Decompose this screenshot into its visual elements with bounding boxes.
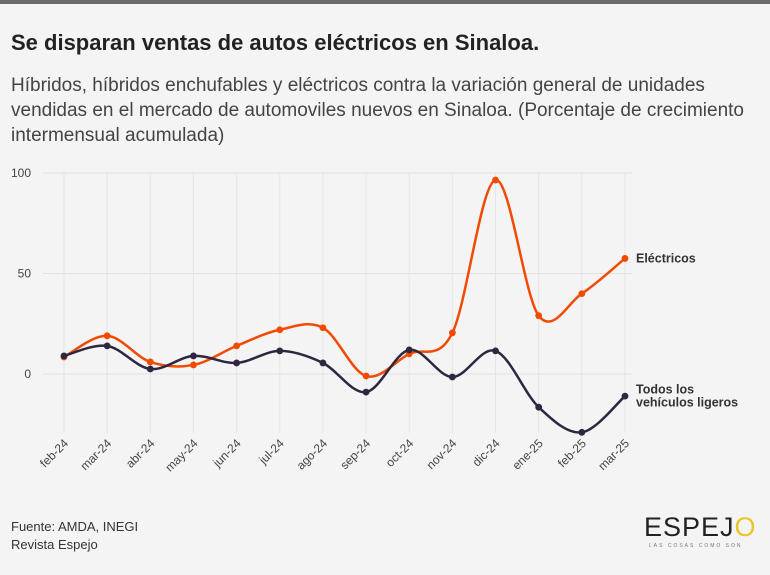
x-axis-ticks: feb-24 mar-24 abr-24 may-24 jun-24 jul-24 ago-…: [37, 436, 632, 474]
data-point: [319, 359, 327, 367]
series-label: Todos los: [636, 383, 694, 397]
x-tick-label: feb-24: [37, 436, 71, 470]
data-point: [103, 342, 111, 350]
data-point: [319, 324, 327, 332]
data-point: [190, 352, 197, 360]
x-tick-label: jun-24: [210, 436, 244, 470]
x-tick-label: jul-24: [256, 436, 288, 468]
chart-title: Se disparan ventas de autos eléctricos e…: [11, 30, 540, 55]
x-tick-label: sep-24: [337, 436, 373, 472]
line-chart: 0 50 100 feb-24 mar-24 abr-24 may-24 jun-24 jul…: [11, 166, 738, 474]
series-line-1: [62, 344, 627, 434]
x-tick-label: may-24: [162, 436, 200, 474]
x-tick-label: ago-24: [294, 436, 331, 473]
data-point: [578, 428, 586, 436]
x-tick-label: abr-24: [123, 436, 158, 471]
y-tick-label: 50: [18, 267, 32, 281]
x-tick-label: mar-24: [77, 436, 114, 473]
footer: Fuente: AMDA, INEGI Revista Espejo: [11, 518, 138, 554]
data-point: [146, 365, 154, 373]
x-tick-label: mar-25: [595, 436, 632, 473]
data-point: [492, 176, 499, 184]
data-point: [362, 372, 370, 380]
series-lines: [62, 178, 627, 434]
data-point: [146, 358, 154, 366]
data-point: [535, 403, 543, 411]
data-point: [448, 329, 456, 337]
source-text: Fuente: AMDA, INEGI: [11, 519, 139, 534]
data-point: [276, 347, 284, 355]
series-label: Eléctricos: [636, 251, 696, 265]
data-point: [405, 346, 413, 354]
espejo-logo: ESPEJO: [644, 512, 757, 542]
data-point: [492, 347, 499, 355]
data-point: [535, 312, 543, 320]
data-point: [621, 392, 629, 400]
series-points: [60, 176, 629, 436]
data-point: [190, 361, 197, 369]
y-tick-label: 100: [11, 166, 31, 180]
y-tick-label: 0: [24, 367, 31, 381]
data-point: [276, 326, 284, 334]
grid-lines: [43, 172, 632, 433]
x-tick-label: dic-24: [470, 436, 503, 469]
x-tick-label: oct-24: [383, 436, 417, 470]
series-label: vehículos ligeros: [636, 396, 738, 410]
x-tick-label: nov-24: [424, 436, 460, 472]
chart-subtitle: Híbridos, híbridos enchufables y eléctri…: [11, 75, 744, 146]
top-bar: [0, 0, 770, 4]
data-point: [233, 342, 241, 350]
y-axis-ticks: 0 50 100: [11, 166, 31, 381]
data-point: [362, 388, 370, 396]
data-point: [103, 332, 111, 340]
x-tick-label: feb-25: [555, 436, 589, 470]
data-point: [621, 255, 629, 262]
series-line-0: [62, 178, 627, 378]
data-point: [60, 352, 68, 360]
x-tick-label: ene-25: [509, 436, 546, 473]
data-point: [448, 373, 456, 381]
data-point: [578, 290, 586, 297]
data-point: [233, 359, 241, 367]
publisher-text: Revista Espejo: [11, 537, 98, 552]
logo-tagline: LAS COSAS COMO SON: [649, 543, 743, 549]
